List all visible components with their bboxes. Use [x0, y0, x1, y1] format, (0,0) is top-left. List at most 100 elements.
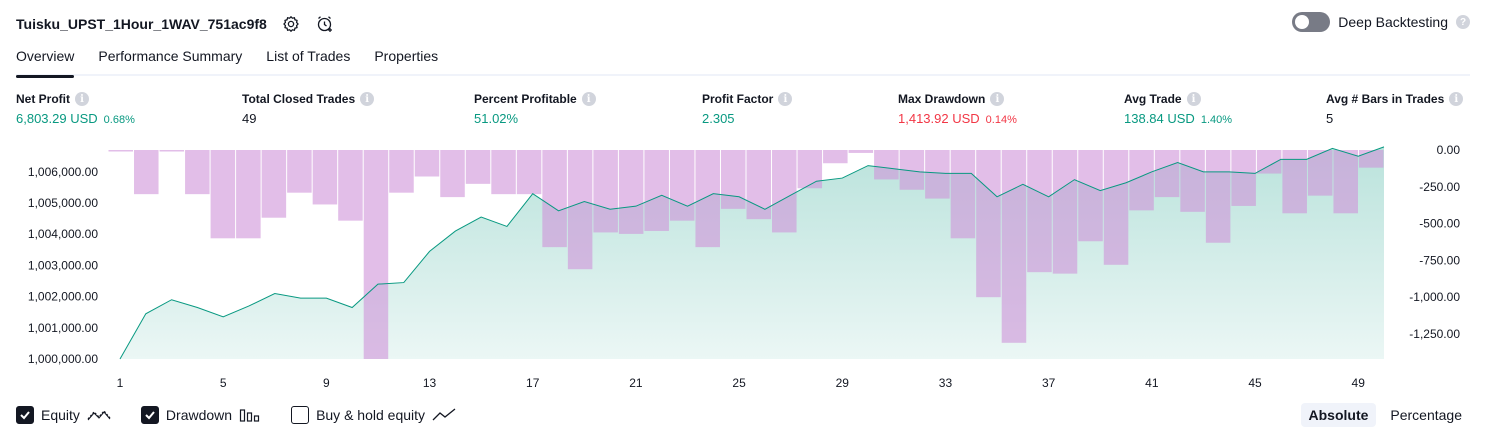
- stat-label: Net Profit: [16, 92, 70, 106]
- drawdown-bar: [159, 150, 185, 152]
- info-icon[interactable]: i: [75, 92, 89, 106]
- legend-buy-hold-equity[interactable]: Buy & hold equity: [291, 406, 456, 424]
- drawdown-bar: [1256, 150, 1282, 174]
- drawdown-bar: [950, 150, 976, 239]
- stat-value: 51.02%: [474, 111, 519, 126]
- left-axis-tick-label: 1,006,000.00: [28, 165, 98, 179]
- stat-sub-value: 0.14%: [985, 114, 1017, 126]
- tab-list-of-trades[interactable]: List of Trades: [266, 48, 351, 64]
- drawdown-bar: [542, 150, 567, 248]
- info-icon[interactable]: i: [1186, 92, 1201, 106]
- absolute-mode-button[interactable]: Absolute: [1300, 403, 1377, 427]
- drawdown-bar: [185, 150, 210, 195]
- stat-value: 6,803.29 USD: [16, 111, 98, 126]
- left-axis-tick-label: 1,001,000.00: [28, 321, 98, 335]
- left-axis-tick-label: 1,005,000.00: [28, 196, 98, 210]
- right-axis-tick-label: -500.00: [1419, 217, 1460, 231]
- equity-checkbox[interactable]: [16, 406, 34, 424]
- legend-label: Equity: [41, 407, 80, 423]
- right-axis-tick-label: -750.00: [1419, 253, 1460, 267]
- drawdown-bar: [695, 150, 720, 248]
- info-icon[interactable]: i: [581, 92, 596, 106]
- drawdown-bar: [440, 150, 465, 198]
- left-axis-tick-label: 1,000,000.00: [28, 352, 98, 366]
- drawdown-bar: [593, 150, 618, 233]
- drawdown-checkbox[interactable]: [140, 406, 159, 424]
- drawdown-bar: [312, 150, 338, 205]
- drawdown-bar: [465, 150, 491, 184]
- right-axis-tick-label: -1,000.00: [1409, 290, 1460, 304]
- chart-footer: Equity Drawdown Buy & hold equity Absolu…: [16, 402, 1470, 428]
- info-icon[interactable]: i: [778, 92, 793, 106]
- drawdown-bar: [134, 150, 159, 195]
- stat-sub-value: 0.68%: [103, 114, 135, 126]
- drawdown-bar: [1205, 150, 1231, 243]
- drawdown-bar: [491, 150, 516, 195]
- drawdown-bar: [746, 150, 772, 220]
- drawdown-bar: [567, 150, 593, 270]
- drawdown-bar: [1027, 150, 1052, 273]
- help-icon[interactable]: ?: [1456, 15, 1470, 29]
- gear-icon[interactable]: [281, 14, 301, 34]
- left-axis-tick-label: 1,003,000.00: [28, 258, 98, 272]
- percentage-mode-button[interactable]: Percentage: [1390, 407, 1462, 423]
- drawdown-bar: [236, 150, 261, 239]
- deep-backtesting-label: Deep Backtesting: [1338, 14, 1448, 30]
- x-axis-tick-label: 25: [732, 376, 746, 390]
- equity-line: [119, 146, 1385, 360]
- stat-avg-trade: Avg Trade i 138.84 USD 1.40%: [1124, 92, 1232, 126]
- drawdown-bar: [210, 150, 236, 239]
- legend-label: Drawdown: [165, 407, 233, 423]
- add-alert-clock-icon[interactable]: [315, 14, 335, 34]
- stat-label: Max Drawdown: [898, 92, 986, 106]
- stat-value: 1,413.92 USD: [898, 111, 980, 126]
- tab-properties[interactable]: Properties: [374, 48, 439, 64]
- x-axis-tick-label: 29: [836, 376, 850, 390]
- drawdown-bar: [1103, 150, 1129, 265]
- x-axis-tick-label: 49: [1352, 376, 1366, 390]
- tab-performance-summary[interactable]: Performance Summary: [98, 48, 243, 64]
- x-axis-tick-label: 21: [629, 376, 643, 390]
- drawdown-bar: [1180, 150, 1205, 212]
- buy-hold-checkbox[interactable]: [291, 406, 310, 424]
- drawdown-bar: [976, 150, 1001, 298]
- drawdown-bar: [1078, 150, 1103, 242]
- info-icon[interactable]: i: [1449, 92, 1464, 106]
- drawdown-bar: [1333, 150, 1358, 214]
- stat-profit-factor: Profit Factor i 2.305: [702, 92, 793, 126]
- right-axis-tick-label: 0.00: [1437, 143, 1461, 157]
- drawdown-bar: [644, 150, 669, 231]
- left-axis-tick-label: 1,002,000.00: [28, 290, 98, 304]
- drawdown-bar: [516, 150, 542, 195]
- left-axis-tick-label: 1,004,000.00: [28, 227, 98, 241]
- stat-percent-profitable: Percent Profitable i 51.02%: [474, 92, 596, 126]
- stat-label: Avg Trade: [1124, 92, 1182, 106]
- drawdown-bar: [925, 150, 950, 199]
- legend-equity[interactable]: Equity: [16, 406, 111, 424]
- right-axis-tick-label: -1,250.00: [1409, 327, 1460, 341]
- drawdown-bar: [797, 150, 823, 189]
- tab-overview[interactable]: Overview: [16, 44, 75, 78]
- drawdown-bar: [108, 150, 134, 152]
- drawdown-bar: [669, 150, 695, 221]
- drawdown-bar: [618, 150, 644, 234]
- legend-drawdown[interactable]: Drawdown: [140, 406, 261, 424]
- strategy-name: Tuisku_UPST_1Hour_1WAV_751ac9f8: [16, 16, 267, 32]
- x-axis-tick-label: 5: [220, 376, 227, 390]
- drawdown-bar: [1231, 150, 1256, 206]
- x-axis-tick-label: 1: [117, 376, 124, 390]
- deep-backtesting-toggle[interactable]: [1292, 12, 1331, 32]
- legend-label: Buy & hold equity: [316, 407, 426, 423]
- info-icon[interactable]: i: [360, 92, 375, 106]
- stat-sub-value: 1.40%: [1200, 114, 1233, 126]
- equity-drawdown-chart[interactable]: 1,000,000.00 1,001,000.00 1,002,000.00 1,00…: [0, 140, 1486, 395]
- drawdown-bar: [1282, 150, 1307, 214]
- right-axis-tick-label: -250.00: [1419, 180, 1460, 194]
- drawdown-bar: [389, 150, 414, 193]
- buy-hold-line-icon: [432, 407, 456, 423]
- report-tabs: Overview Performance Summary List of Tra…: [16, 44, 1470, 78]
- drawdown-bar: [287, 150, 312, 193]
- info-icon[interactable]: i: [990, 92, 1005, 106]
- drawdown-bar: [1001, 150, 1027, 343]
- drawdown-bar: [363, 150, 389, 359]
